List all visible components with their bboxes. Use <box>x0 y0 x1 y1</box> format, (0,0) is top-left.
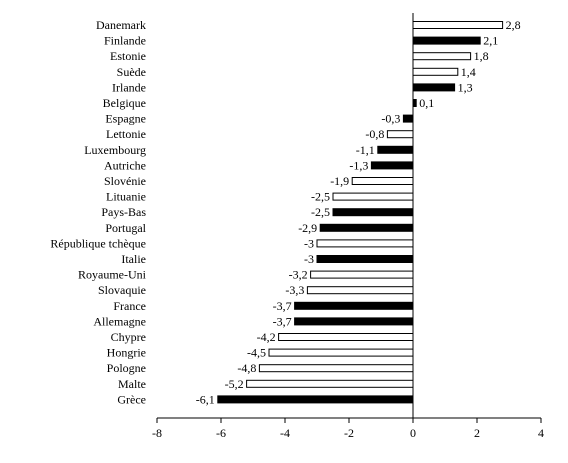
category-label: Lettonie <box>106 127 146 141</box>
value-label: 0,1 <box>419 96 434 110</box>
bar-hongrie <box>268 348 414 357</box>
bar-lettonie <box>386 130 414 139</box>
bar-pologne <box>258 364 414 373</box>
bar-r-publique-tch-que <box>316 239 414 248</box>
category-label: Danemark <box>96 18 146 32</box>
value-label: 2,8 <box>506 18 521 32</box>
bar-estonie <box>412 52 472 61</box>
bar-slov-nie <box>351 177 414 185</box>
value-label: -5,2 <box>225 377 244 391</box>
bar-autriche <box>370 161 414 170</box>
bar-chypre <box>278 333 414 341</box>
value-label: -4,8 <box>237 361 256 375</box>
value-label: -3,3 <box>285 283 304 297</box>
category-label: Lituanie <box>106 190 146 204</box>
x-tick-label: 2 <box>474 426 480 440</box>
value-label: -2,5 <box>311 190 330 204</box>
x-tick-label: 0 <box>410 426 416 440</box>
bar-slovaquie <box>306 286 414 295</box>
value-label: 1,4 <box>461 65 476 79</box>
x-tick-label: -4 <box>280 426 290 440</box>
bar-pays-bas <box>332 208 414 217</box>
value-label: -1,9 <box>330 174 349 188</box>
bar-espagne <box>402 114 414 123</box>
value-label: -0,8 <box>365 127 384 141</box>
value-label: -3,7 <box>273 299 292 313</box>
category-label: Slovénie <box>104 174 146 188</box>
bar-italie <box>316 255 414 263</box>
category-label: République tchèque <box>50 236 146 250</box>
x-tick-label: 4 <box>538 426 544 440</box>
category-label: Luxembourg <box>84 143 146 157</box>
category-label: Estonie <box>110 49 146 63</box>
bar-luxembourg <box>377 145 414 154</box>
value-label: -1,3 <box>349 158 368 172</box>
category-label: Suède <box>117 65 146 79</box>
category-label: Belgique <box>103 96 146 110</box>
value-label: 2,1 <box>483 34 498 48</box>
category-label: Autriche <box>104 158 146 172</box>
value-label: -3,2 <box>289 268 308 282</box>
bar-portugal <box>319 223 414 232</box>
value-label: -4,2 <box>257 330 276 344</box>
value-label: -2,5 <box>311 205 330 219</box>
category-label: Finlande <box>104 34 146 48</box>
category-label: Royaume-Uni <box>78 268 147 282</box>
bar-finlande <box>412 36 481 45</box>
bar-france <box>294 301 414 310</box>
value-label: -6,1 <box>196 392 215 406</box>
category-label: Hongrie <box>107 346 146 360</box>
category-label: Irlande <box>112 80 146 94</box>
bar-su-de <box>412 67 459 76</box>
bar-allemagne <box>294 317 414 326</box>
x-tick-label: -8 <box>152 426 162 440</box>
bar-malte <box>246 379 414 388</box>
category-label: France <box>113 299 146 313</box>
bar-royaume-uni <box>310 270 414 279</box>
category-label: Allemagne <box>93 314 146 328</box>
bar-gr-ce <box>217 395 414 404</box>
value-label: -2,9 <box>298 221 317 235</box>
value-label: -1,1 <box>356 143 375 157</box>
value-label: 1,8 <box>474 49 489 63</box>
x-tick-label: -2 <box>344 426 354 440</box>
category-label: Espagne <box>105 112 146 126</box>
category-label: Italie <box>121 252 146 266</box>
category-label: Pologne <box>107 361 146 375</box>
bar-danemark <box>412 21 504 29</box>
bar-lituanie <box>332 192 414 201</box>
axes-layer <box>156 13 542 423</box>
value-label: -4,5 <box>247 346 266 360</box>
category-label: Chypre <box>111 330 146 344</box>
x-tick-label: -6 <box>216 426 226 440</box>
value-label: -3 <box>304 252 314 266</box>
bar-irlande <box>412 83 456 92</box>
value-label: -0,3 <box>381 112 400 126</box>
category-label: Slovaquie <box>98 283 146 297</box>
category-label: Grèce <box>117 392 146 406</box>
value-label: -3,7 <box>273 314 292 328</box>
category-label: Malte <box>118 377 146 391</box>
category-label: Pays-Bas <box>101 205 146 219</box>
labels-layer: Danemark 2,8 Finlande 2,1 Estonie 1,8 Suède 1,4… <box>50 18 544 440</box>
value-label: -3 <box>304 236 314 250</box>
category-label: Portugal <box>105 221 146 235</box>
value-label: 1,3 <box>458 80 473 94</box>
bars-layer <box>217 21 504 404</box>
